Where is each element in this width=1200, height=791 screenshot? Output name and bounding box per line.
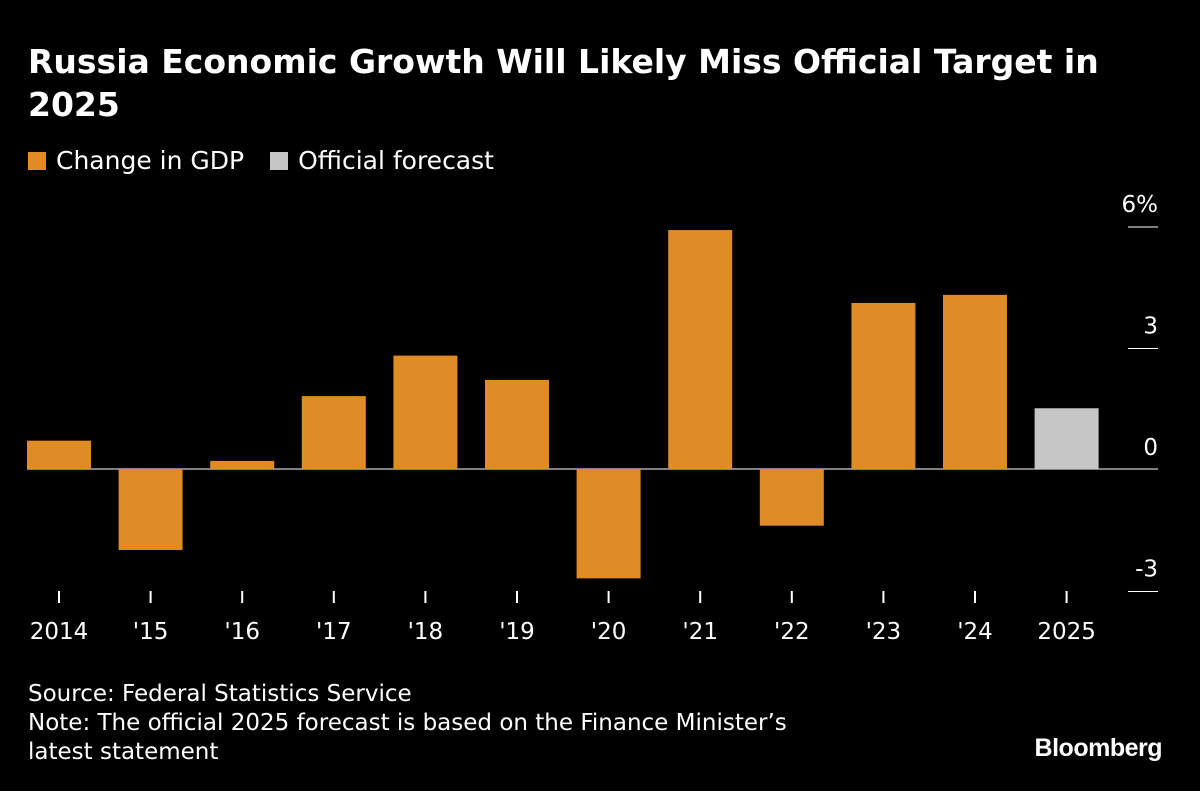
x-tick-label: 2025 — [1037, 619, 1096, 645]
x-tick-label: '15 — [133, 619, 169, 645]
y-tick-label: -3 — [1135, 557, 1158, 583]
x-tick-label: '23 — [866, 619, 902, 645]
bloomberg-logo: Bloomberg — [1034, 734, 1163, 762]
bar-2025 — [1034, 408, 1099, 469]
x-tick-label: '22 — [774, 619, 810, 645]
bar-20 — [576, 469, 641, 579]
x-tick-label: '19 — [499, 619, 535, 645]
legend-item-forecast: Official forecast — [270, 146, 494, 175]
y-tick-label: 3 — [1143, 314, 1158, 340]
legend-swatch-forecast — [270, 151, 289, 170]
chart-title: Russia Economic Growth Will Likely Miss … — [28, 42, 1099, 124]
bar-17 — [301, 396, 366, 469]
bar-19 — [485, 379, 549, 469]
x-tick-label: '18 — [408, 619, 444, 645]
legend-swatch-gdp — [28, 151, 46, 170]
x-tick-label: '20 — [591, 619, 627, 645]
x-tick-label: '24 — [957, 619, 993, 645]
bar-15 — [118, 469, 183, 550]
y-tick-label: 0 — [1143, 435, 1158, 461]
bar-23 — [851, 302, 916, 469]
bar-2014 — [27, 440, 91, 469]
bar-24 — [943, 294, 1007, 469]
x-tick-label: '16 — [224, 619, 260, 645]
legend-label: Change in GDP — [56, 146, 245, 175]
bar-18 — [393, 355, 458, 469]
source-text: Source: Federal Statistics Service — [28, 681, 412, 707]
legend: Change in GDP Official forecast — [28, 146, 494, 175]
bar-21 — [668, 230, 733, 469]
note-text: Note: The official 2025 forecast is base… — [28, 710, 787, 765]
y-tick-label: 6% — [1122, 192, 1159, 218]
footer: Source: Federal Statistics Service Note:… — [28, 680, 848, 767]
bar-16 — [210, 460, 275, 469]
legend-item-gdp: Change in GDP — [28, 146, 244, 175]
x-tick-label: 2014 — [30, 619, 89, 645]
legend-label: Official forecast — [298, 146, 494, 175]
x-tick-label: '21 — [682, 619, 718, 645]
x-tick-label: '17 — [316, 619, 352, 645]
bar-22 — [759, 469, 824, 526]
